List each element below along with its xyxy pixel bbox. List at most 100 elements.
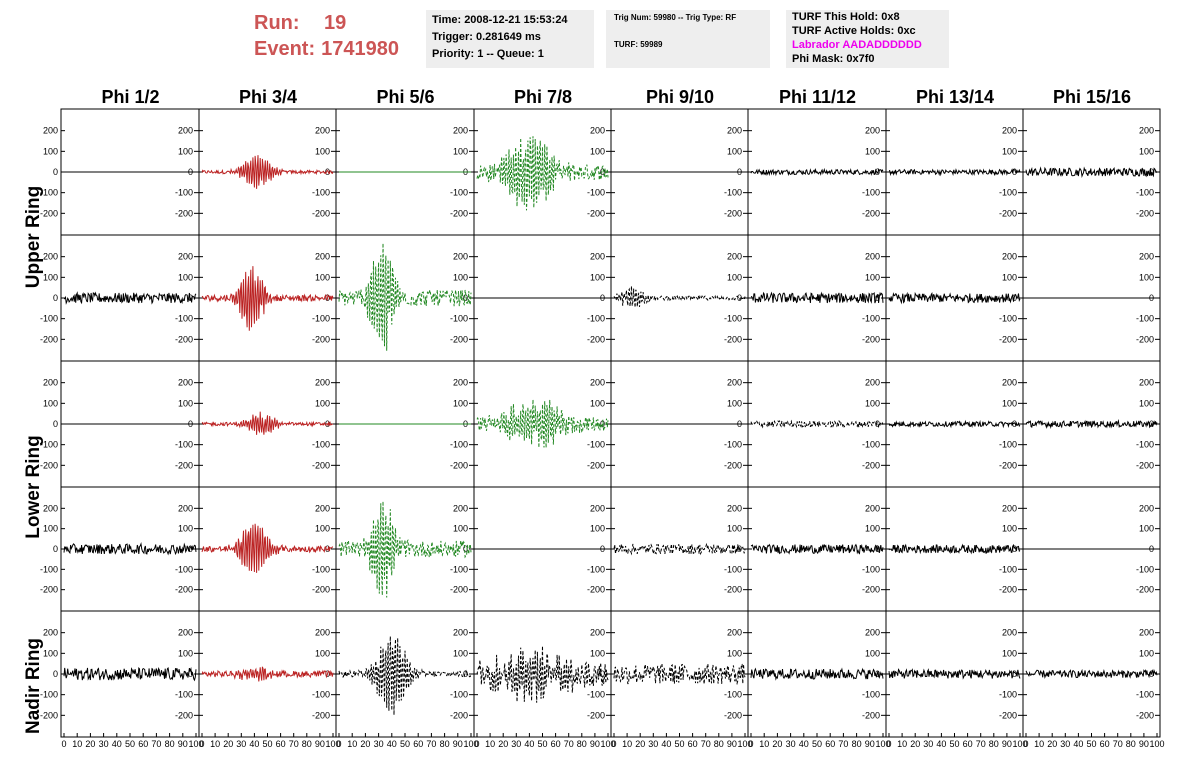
- y-tick-label: -100: [450, 440, 468, 450]
- y-tick-label: 100: [1139, 272, 1154, 282]
- y-tick-label: -100: [1136, 188, 1154, 198]
- y-tick-label: -100: [999, 314, 1017, 324]
- x-tick-label: 90: [1002, 739, 1012, 749]
- column-header-1: Phi 1/2: [101, 87, 160, 107]
- y-tick-label: 100: [178, 146, 193, 156]
- y-tick-label-left: 0: [53, 544, 58, 554]
- time-info-box: Time: 2008-12-21 15:53:24 Trigger: 0.281…: [426, 10, 594, 68]
- x-tick-label: 50: [537, 739, 547, 749]
- column-header-8: Phi 15/16: [1052, 87, 1132, 107]
- x-tick-label: 60: [413, 739, 423, 749]
- x-tick-label: 10: [759, 739, 769, 749]
- x-tick-label: 90: [315, 739, 325, 749]
- y-tick-label: 100: [727, 524, 742, 534]
- waveform-trace: [338, 636, 472, 716]
- y-tick-label: -200: [312, 710, 330, 720]
- y-tick-label: -200: [999, 710, 1017, 720]
- y-tick-label: 200: [1139, 126, 1154, 136]
- y-tick-label: -200: [862, 710, 880, 720]
- x-tick-label: 40: [1073, 739, 1083, 749]
- y-tick-label: -100: [999, 690, 1017, 700]
- y-tick-label: 100: [1002, 398, 1017, 408]
- x-tick-label: 80: [714, 739, 724, 749]
- waveform-trace: [201, 155, 334, 189]
- y-tick-label-left: -200: [40, 334, 58, 344]
- waveform-trace: [1025, 418, 1158, 429]
- y-tick-label-left: -200: [40, 460, 58, 470]
- y-tick-label: 100: [727, 272, 742, 282]
- y-tick-label: 100: [590, 524, 605, 534]
- x-tick-label: 0: [61, 739, 66, 749]
- event-label: Event:: [254, 38, 316, 60]
- y-tick-label: 100: [315, 146, 330, 156]
- column-header-7: Phi 13/14: [915, 87, 995, 107]
- y-tick-label: 200: [865, 503, 880, 513]
- y-tick-label: -100: [587, 314, 605, 324]
- y-tick-label: 100: [315, 524, 330, 534]
- y-tick-label: -200: [724, 334, 742, 344]
- labrador-text: Labrador AADADDDDDD: [792, 39, 922, 51]
- x-tick-label: 100: [325, 739, 340, 749]
- x-tick-label: 30: [1060, 739, 1070, 749]
- y-tick-label: 200: [865, 126, 880, 136]
- y-tick-label: 0: [188, 544, 193, 554]
- x-tick-label: 100: [463, 739, 478, 749]
- y-tick-label-left: 100: [43, 524, 58, 534]
- y-tick-label: -100: [587, 690, 605, 700]
- x-tick-label: 40: [112, 739, 122, 749]
- y-tick-label: 200: [1002, 378, 1017, 388]
- x-tick-label: 0: [886, 739, 891, 749]
- x-tick-label: 40: [799, 739, 809, 749]
- y-tick-label: -100: [450, 564, 468, 574]
- x-tick-label: 10: [1034, 739, 1044, 749]
- y-tick-label: 200: [1002, 628, 1017, 638]
- y-tick-label: -100: [175, 314, 193, 324]
- x-tick-label: 70: [976, 739, 986, 749]
- y-tick-label: 200: [315, 252, 330, 262]
- x-tick-label: 80: [577, 739, 587, 749]
- y-tick-label: 200: [590, 126, 605, 136]
- y-tick-label: -100: [1136, 564, 1154, 574]
- y-tick-label: 100: [178, 272, 193, 282]
- y-tick-label: -200: [999, 460, 1017, 470]
- x-tick-label: 10: [72, 739, 82, 749]
- y-tick-label: 0: [875, 419, 880, 429]
- y-tick-label: -200: [175, 208, 193, 218]
- turf-text: TURF: 59989: [614, 40, 663, 49]
- x-tick-label: 20: [85, 739, 95, 749]
- x-tick-label: 60: [276, 739, 286, 749]
- y-tick-label: 0: [325, 544, 330, 554]
- x-tick-label: 50: [400, 739, 410, 749]
- y-tick-label: 100: [1002, 272, 1017, 282]
- turf-info-box: TURF This Hold: 0x8 TURF Active Holds: 0…: [786, 10, 949, 68]
- x-tick-label: 10: [897, 739, 907, 749]
- x-tick-label: 100: [1149, 739, 1164, 749]
- x-tick-label: 60: [1100, 739, 1110, 749]
- y-tick-label: 0: [463, 544, 468, 554]
- event-value: 1741980: [321, 38, 399, 60]
- waveform-trace: [201, 266, 334, 331]
- x-tick-label: 90: [590, 739, 600, 749]
- y-tick-label: 200: [315, 378, 330, 388]
- x-tick-label: 60: [688, 739, 698, 749]
- y-tick-label: 0: [188, 669, 193, 679]
- y-tick-label: -100: [312, 440, 330, 450]
- y-tick-label: -100: [862, 314, 880, 324]
- y-tick-label: 100: [315, 648, 330, 658]
- y-tick-label-left: -100: [40, 188, 58, 198]
- waveform-trace: [888, 668, 1021, 680]
- x-tick-label: 10: [347, 739, 357, 749]
- column-header-4: Phi 7/8: [513, 87, 573, 107]
- y-tick-label: -200: [450, 334, 468, 344]
- y-tick-label: 200: [590, 252, 605, 262]
- y-tick-label: 200: [1002, 503, 1017, 513]
- waveform-trace: [201, 411, 334, 435]
- y-tick-label: 100: [1002, 524, 1017, 534]
- y-tick-label: 200: [727, 378, 742, 388]
- y-tick-label: 200: [865, 378, 880, 388]
- waveform-trace: [476, 645, 609, 703]
- y-tick-label: -100: [175, 188, 193, 198]
- x-tick-label: 50: [674, 739, 684, 749]
- y-tick-label: 200: [1002, 126, 1017, 136]
- y-tick-label: 100: [865, 272, 880, 282]
